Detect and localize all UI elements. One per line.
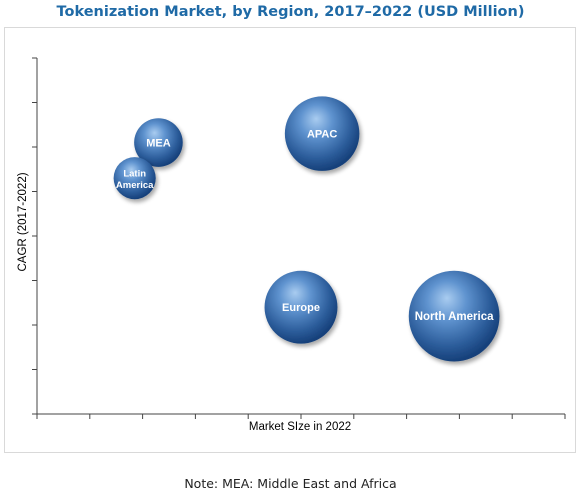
bubble-circle <box>284 96 360 171</box>
bubble-circle <box>113 157 156 200</box>
chart-frame <box>4 27 576 453</box>
bubble-label: Europe <box>282 302 320 314</box>
bubble-apac: APAC <box>284 96 360 171</box>
x-axis-label: Market SIze in 2022 <box>249 421 351 433</box>
footnote: Note: MEA: Middle East and Africa <box>184 476 397 491</box>
bubble-label: America <box>116 180 154 191</box>
bubble-circle <box>134 118 183 167</box>
bubble-circle <box>408 270 500 362</box>
bubble-mea: MEA <box>134 118 183 167</box>
bubble-europe: Europe <box>264 270 338 344</box>
bubble-label: Latin <box>123 168 146 179</box>
bubble-label: North America <box>415 311 494 323</box>
chart-title: Tokenization Market, by Region, 2017–202… <box>56 4 525 20</box>
axes <box>32 57 566 419</box>
bubble-label: APAC <box>307 129 337 141</box>
bubble-north-america: North America <box>408 270 500 362</box>
bubble-label: MEA <box>146 138 171 150</box>
bubble-circle <box>264 270 338 344</box>
y-axis-label: CAGR (2017-2022) <box>17 172 29 271</box>
